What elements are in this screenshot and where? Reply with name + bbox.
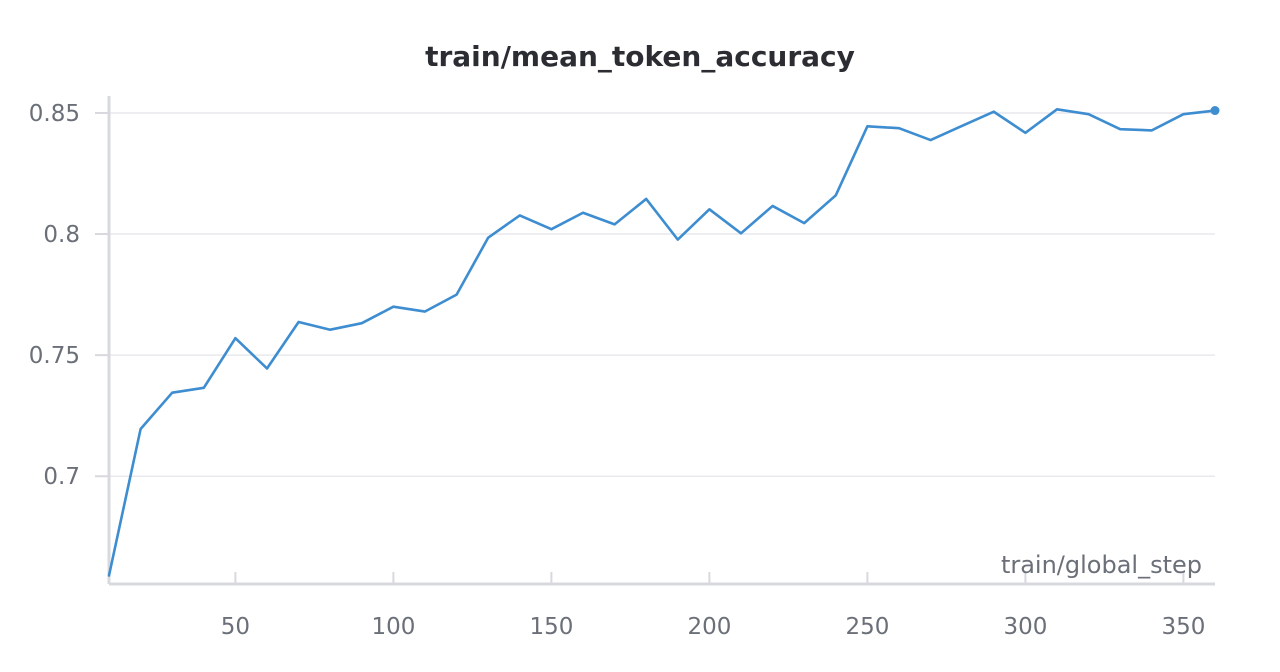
- x-tick-label: 250: [845, 614, 889, 640]
- tick-labels: 0.7 0.75 0.8 0.85 50 100 150 200 250 300 350: [29, 101, 1206, 640]
- series-endpoint-marker: [1210, 106, 1220, 116]
- x-tick-label: 50: [221, 614, 250, 640]
- x-tick-label: 300: [1003, 614, 1047, 640]
- x-tick-label: 150: [529, 614, 573, 640]
- x-tick-label: 200: [687, 614, 731, 640]
- chart-title: train/mean_token_accuracy: [425, 40, 855, 73]
- x-tick-label: 100: [371, 614, 415, 640]
- y-tick-label: 0.85: [29, 101, 80, 127]
- y-tick-label: 0.8: [43, 222, 80, 248]
- series-line: [107, 108, 1217, 577]
- grid-lines: [109, 112, 1215, 477]
- y-tick-label: 0.7: [43, 464, 80, 490]
- x-axis-label: train/global_step: [1001, 551, 1202, 579]
- series-layer: [107, 106, 1220, 577]
- y-tick-label: 0.75: [29, 343, 80, 369]
- x-tick-label: 350: [1161, 614, 1205, 640]
- axes: [95, 96, 1215, 586]
